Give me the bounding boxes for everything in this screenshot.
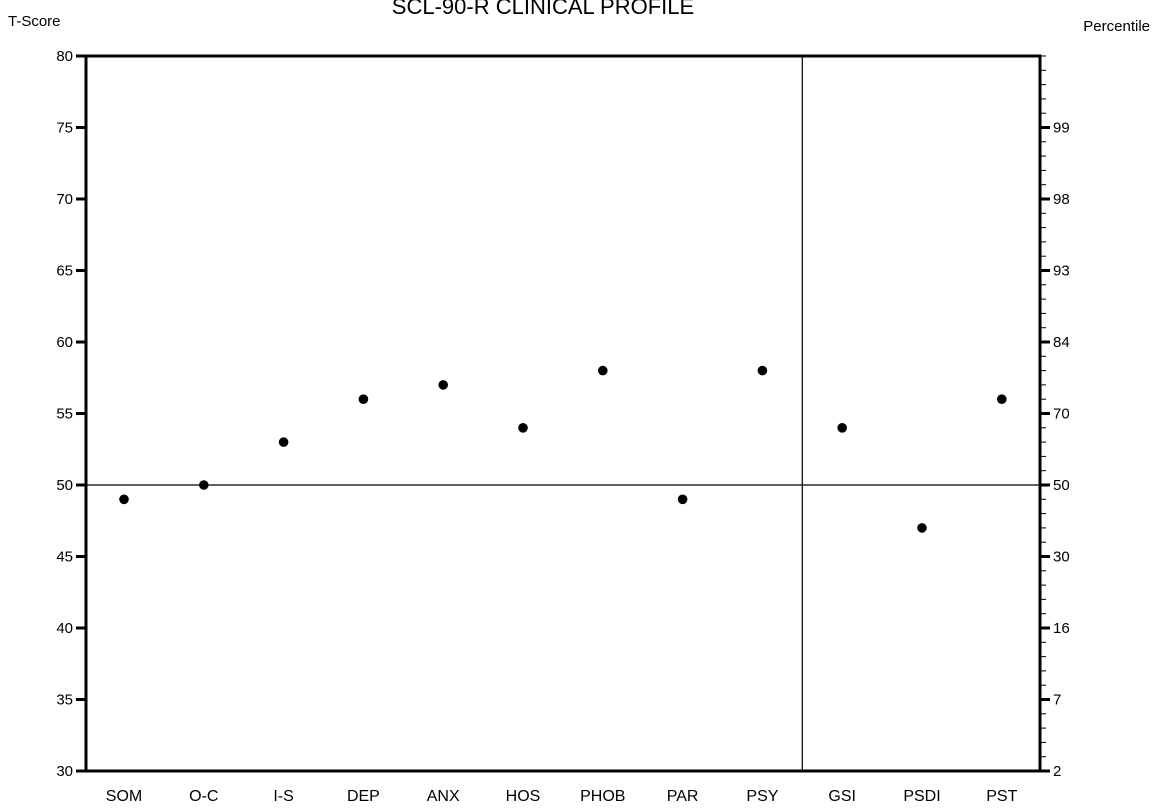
plot-frame (84, 54, 1042, 773)
reference-lines (86, 56, 1040, 771)
data-point (917, 523, 927, 533)
left-tick-label: 75 (56, 120, 73, 137)
category-labels: SOM O-C I-S DEP ANX HOS PHOB PAR PSY GSI PSDI PST (106, 788, 1018, 805)
category-label: PST (986, 788, 1017, 805)
left-tick-label: 60 (56, 334, 73, 351)
category-label: O-C (189, 788, 218, 805)
left-tick-label: 65 (56, 263, 73, 280)
category-label: PAR (667, 788, 699, 805)
data-point (518, 423, 528, 433)
category-label: GSI (828, 788, 856, 805)
data-point (119, 494, 129, 505)
percentile-tick-label: 30 (1053, 549, 1070, 566)
right-axis-label: Percentile (1083, 18, 1150, 35)
left-tick-label: 45 (56, 549, 73, 566)
category-label: I-S (273, 788, 293, 805)
percentile-tick-label: 16 (1053, 620, 1070, 637)
chart-title: SCL-90-R CLINICAL PROFILE (392, 0, 694, 19)
percentile-tick-label: 84 (1053, 334, 1070, 351)
left-tick-label: 55 (56, 406, 73, 423)
left-tick-label: 40 (56, 620, 73, 637)
data-point (438, 380, 449, 390)
percentile-tick-label: 98 (1053, 191, 1070, 208)
data-point (358, 394, 369, 405)
right-axis-ticks: 2 7 16 30 50 70 84 93 98 99 (1040, 55, 1070, 780)
data-point (598, 365, 608, 376)
left-axis-ticks: 30 35 40 45 50 55 60 65 70 75 80 (56, 48, 86, 780)
data-point (997, 394, 1007, 405)
percentile-tick-label: 70 (1053, 406, 1070, 423)
category-label: PHOB (580, 788, 625, 805)
percentile-tick-label: 2 (1053, 763, 1061, 780)
percentile-tick-label: 93 (1053, 263, 1070, 280)
category-label: ANX (427, 788, 460, 805)
category-label: HOS (506, 788, 541, 805)
percentile-tick-label: 99 (1053, 120, 1070, 137)
left-tick-label: 35 (56, 692, 73, 709)
data-point (837, 423, 847, 433)
data-point (677, 494, 688, 505)
left-tick-label: 80 (56, 48, 73, 65)
data-point (278, 437, 289, 447)
category-label: PSDI (903, 788, 940, 805)
percentile-tick-label: 7 (1053, 692, 1061, 709)
category-label: SOM (106, 788, 142, 805)
left-tick-label: 70 (56, 191, 73, 208)
percentile-tick-label: 50 (1053, 477, 1070, 494)
category-label: DEP (347, 788, 380, 805)
category-label: PSY (746, 788, 778, 805)
left-axis-label: T-Score (8, 13, 61, 30)
data-point (199, 480, 209, 490)
left-tick-label: 30 (56, 763, 73, 780)
left-tick-label: 50 (56, 477, 73, 494)
data-point (757, 365, 768, 376)
data-points (119, 365, 1007, 533)
